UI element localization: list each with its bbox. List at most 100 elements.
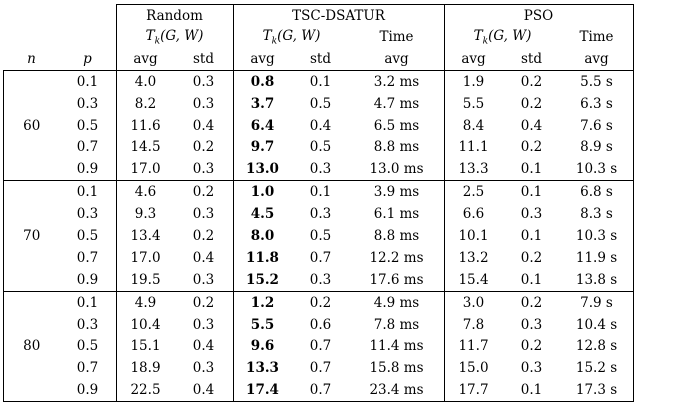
pso-time-cell: 13.8 s — [560, 268, 634, 292]
random-avg-cell: 14.5 — [130, 139, 161, 156]
pso-avg-cell: 13.2 — [458, 249, 489, 266]
pso-std-cell: 0.4 — [520, 117, 543, 134]
header-row-methods: Random TSC-DSATUR PSO — [4, 3, 634, 27]
pso-std-cell: 0.2 — [520, 139, 543, 156]
random-avg-cell: 4.9 — [116, 290, 175, 314]
random-std-cell: 0.3 — [174, 158, 234, 182]
header-row-metrics: Tk(G, W) Tk(G, W) Time Tk(G, W) Time — [4, 26, 634, 49]
pso-time-cell: 15.2 s — [560, 357, 634, 380]
random-avg-cell: 4.6 — [116, 180, 175, 204]
tsc-avg-cell: 6.4 — [250, 117, 275, 134]
pso-time-cell: 12.8 s — [560, 335, 634, 358]
random-avg-cell: 8.2 — [134, 95, 157, 112]
tsc-avg-cell: 17.4 — [233, 379, 292, 402]
header-n: n — [27, 50, 36, 67]
table-row: 60 0.1 4.0 0.3 0.8 0.1 3.2 ms 1.9 0.2 5.5 s — [3, 69, 634, 182]
table-body: 60 0.1 4.0 0.3 0.8 0.1 3.2 ms 1.9 0.2 5.5 s 0.3 8.2… — [3, 69, 634, 402]
pso-time-cell: 8.9 s — [560, 136, 634, 159]
header-pso-std: std — [521, 50, 542, 67]
table-row: 0.9 17.0 0.3 13.0 0.3 13.0 ms 13.3 0.1 10.3 s — [4, 158, 634, 182]
tsc-avg-cell: 13.3 — [246, 360, 279, 377]
random-std-cell: 0.3 — [174, 92, 234, 115]
tsc-avg-cell: 4.5 — [250, 206, 275, 223]
random-std-cell: 0.3 — [174, 268, 234, 292]
tsc-avg-cell: 0.8 — [233, 69, 292, 93]
tsc-std-cell: 0.4 — [309, 117, 332, 134]
table-row: 0.9 22.5 0.4 17.4 0.7 23.4 ms 17.7 0.1 17.3 s — [4, 379, 634, 402]
random-avg-cell: 4.0 — [116, 69, 175, 93]
pso-avg-cell: 10.1 — [458, 227, 489, 244]
pso-avg-cell: 7.8 — [462, 316, 485, 333]
tsc-std-cell: 0.3 — [309, 206, 332, 223]
table-row: 0.7 14.5 0.2 9.7 0.5 8.8 ms 11.1 0.2 8.9 s — [4, 136, 634, 159]
pso-avg-cell: 3.0 — [444, 290, 503, 314]
random-avg-cell: 13.4 — [130, 227, 161, 244]
tsc-time-cell: 8.8 ms — [349, 136, 445, 159]
pso-std-cell: 0.3 — [520, 316, 543, 333]
pso-time-cell: 10.4 s — [560, 313, 634, 336]
pso-time-cell: 6.8 s — [560, 180, 634, 204]
pso-avg-cell: 1.9 — [444, 69, 503, 93]
p-cell: 0.9 — [59, 158, 117, 182]
p-cell: 0.3 — [59, 92, 117, 115]
pso-avg-cell: 15.0 — [458, 360, 489, 377]
p-cell: 0.1 — [59, 69, 117, 93]
header-time-pso: Time — [560, 26, 634, 49]
pso-std-cell: 0.1 — [502, 379, 561, 402]
pso-avg-cell: 6.6 — [462, 206, 485, 223]
table-row: 0.7 18.9 0.3 13.3 0.7 15.8 ms 15.0 0.3 15.2 s — [4, 357, 634, 380]
p-cell: 0.1 — [59, 180, 117, 204]
table-row: 0.9 19.5 0.3 15.2 0.3 17.6 ms 15.4 0.1 13.8 s — [4, 268, 634, 292]
pso-std-cell: 0.1 — [502, 180, 561, 204]
header-p: p — [59, 48, 117, 71]
p-cell: 0.7 — [59, 357, 117, 380]
random-avg-cell: 10.4 — [130, 316, 161, 333]
pso-std-cell: 0.3 — [520, 360, 543, 377]
random-std-cell: 0.4 — [174, 114, 234, 137]
table-row: 0.7 17.0 0.4 11.8 0.7 12.2 ms 13.2 0.2 11.9 s — [4, 246, 634, 269]
pso-time-cell: 6.3 s — [560, 92, 634, 115]
tsc-std-cell: 0.1 — [291, 180, 350, 204]
random-avg-cell: 17.0 — [116, 158, 175, 182]
table-row: 0.3 9.3 0.3 4.5 0.3 6.1 ms 6.6 0.3 8.3 s — [4, 203, 634, 226]
table-row: 0.3 10.4 0.3 5.5 0.6 7.8 ms 7.8 0.3 10.4 s — [4, 313, 634, 336]
random-avg-cell: 11.6 — [130, 117, 161, 134]
tsc-time-cell: 17.6 ms — [349, 268, 445, 292]
tsc-std-cell: 0.5 — [309, 139, 332, 156]
pso-time-cell: 11.9 s — [560, 246, 634, 269]
pso-time-cell: 5.5 s — [560, 69, 634, 93]
tsc-time-cell: 3.9 ms — [349, 180, 445, 204]
header-pso-avg: avg — [461, 50, 486, 67]
pso-std-cell: 0.1 — [502, 158, 561, 182]
tsc-time-cell: 7.8 ms — [349, 313, 445, 336]
random-std-cell: 0.2 — [174, 180, 234, 204]
tsc-std-cell: 0.7 — [291, 379, 350, 402]
p-cell: 0.5 — [59, 225, 117, 247]
tsc-time-cell: 11.4 ms — [349, 335, 445, 358]
tsc-std-cell: 0.7 — [309, 249, 332, 266]
tsc-std-cell: 0.1 — [291, 69, 350, 93]
header-random: Random — [116, 3, 234, 27]
tsc-time-cell: 15.8 ms — [349, 357, 445, 380]
pso-avg-cell: 17.7 — [444, 379, 503, 402]
header-tsc-time-avg: avg — [349, 48, 445, 71]
header-random-std: std — [174, 48, 234, 71]
tsc-avg-cell: 15.2 — [233, 268, 292, 292]
random-std-cell: 0.4 — [174, 335, 234, 358]
p-cell: 0.7 — [59, 246, 117, 269]
tsc-avg-cell: 13.0 — [233, 158, 292, 182]
tsc-std-cell: 0.6 — [309, 316, 332, 333]
table-row: 80 0.1 4.9 0.2 1.2 0.2 4.9 ms 3.0 0.2 7.9 s — [3, 290, 634, 402]
n-cell: 80 — [3, 290, 60, 402]
random-avg-cell: 9.3 — [134, 206, 157, 223]
random-std-cell: 0.2 — [174, 290, 234, 314]
p-cell: 0.9 — [59, 268, 117, 292]
random-std-cell: 0.2 — [174, 225, 234, 247]
table-row: 0.5 13.4 0.2 8.0 0.5 8.8 ms 10.1 0.1 10.3 s — [4, 225, 634, 247]
n-cell: 60 — [3, 69, 60, 182]
header-pso-time-avg: avg — [560, 48, 634, 71]
pso-std-cell: 0.2 — [502, 290, 561, 314]
table-row: 70 0.1 4.6 0.2 1.0 0.1 3.9 ms 2.5 0.1 6.8 s — [3, 180, 634, 292]
header-tsc-dsatur: TSC-DSATUR — [233, 3, 445, 27]
tsc-avg-cell: 9.7 — [250, 139, 275, 156]
